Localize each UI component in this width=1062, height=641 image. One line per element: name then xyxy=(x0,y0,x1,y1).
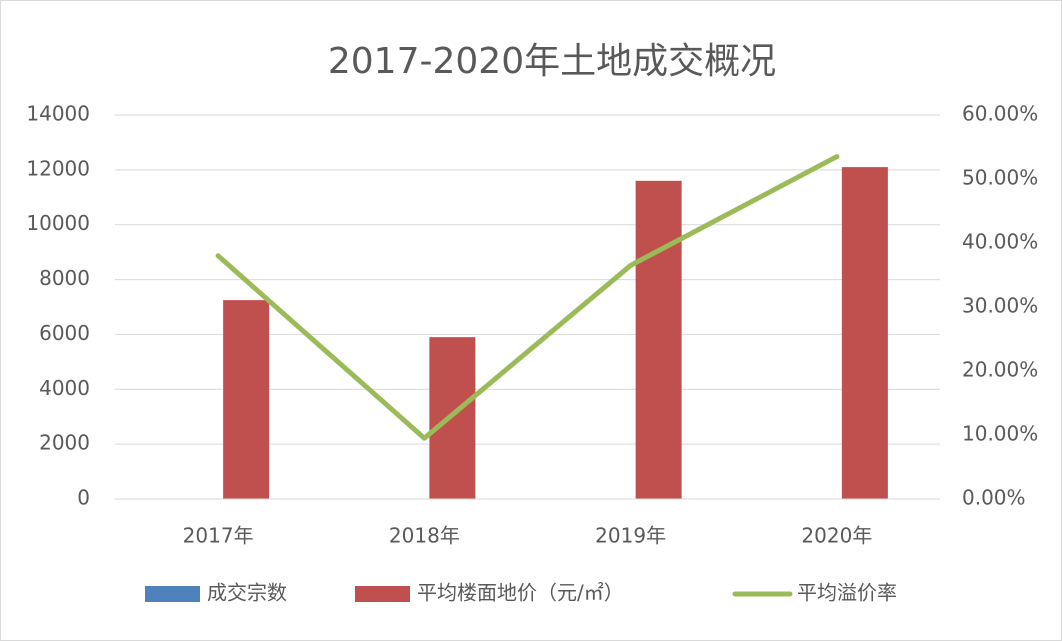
y-tick-label: 12000 xyxy=(26,156,90,180)
y-tick-label: 8000 xyxy=(39,266,90,290)
y2-tick-label: 10.00% xyxy=(962,422,1038,446)
y-tick-label: 2000 xyxy=(39,431,90,455)
y-tick-label: 10000 xyxy=(26,211,90,235)
legend-label: 平均溢价率 xyxy=(797,581,897,605)
y-tick-label: 0 xyxy=(77,486,90,510)
y-tick-label: 14000 xyxy=(26,102,90,126)
bar xyxy=(635,180,682,500)
y-tick-label: 6000 xyxy=(39,321,90,345)
legend-label: 平均楼面地价（元/㎡） xyxy=(417,581,624,605)
x-tick-label: 2020年 xyxy=(801,524,872,548)
legend-swatch xyxy=(355,586,410,602)
x-tick-label: 2019年 xyxy=(595,524,666,548)
y2-tick-label: 60.00% xyxy=(962,102,1038,126)
y2-tick-label: 30.00% xyxy=(962,294,1038,318)
x-tick-label: 2018年 xyxy=(389,524,460,548)
chart-title: 2017-2020年土地成交概况 xyxy=(328,41,776,82)
legend-swatch xyxy=(145,586,200,602)
line xyxy=(215,154,840,441)
y2-tick-label: 50.00% xyxy=(962,166,1038,190)
bar xyxy=(223,300,270,499)
bar xyxy=(429,337,476,499)
y2-tick-label: 20.00% xyxy=(962,358,1038,382)
bar xyxy=(841,167,888,499)
y2-tick-label: 40.00% xyxy=(962,230,1038,254)
y-tick-label: 4000 xyxy=(39,376,90,400)
y2-tick-label: 0.00% xyxy=(962,486,1026,510)
legend-label: 成交宗数 xyxy=(207,581,287,605)
x-tick-label: 2017年 xyxy=(183,524,254,548)
